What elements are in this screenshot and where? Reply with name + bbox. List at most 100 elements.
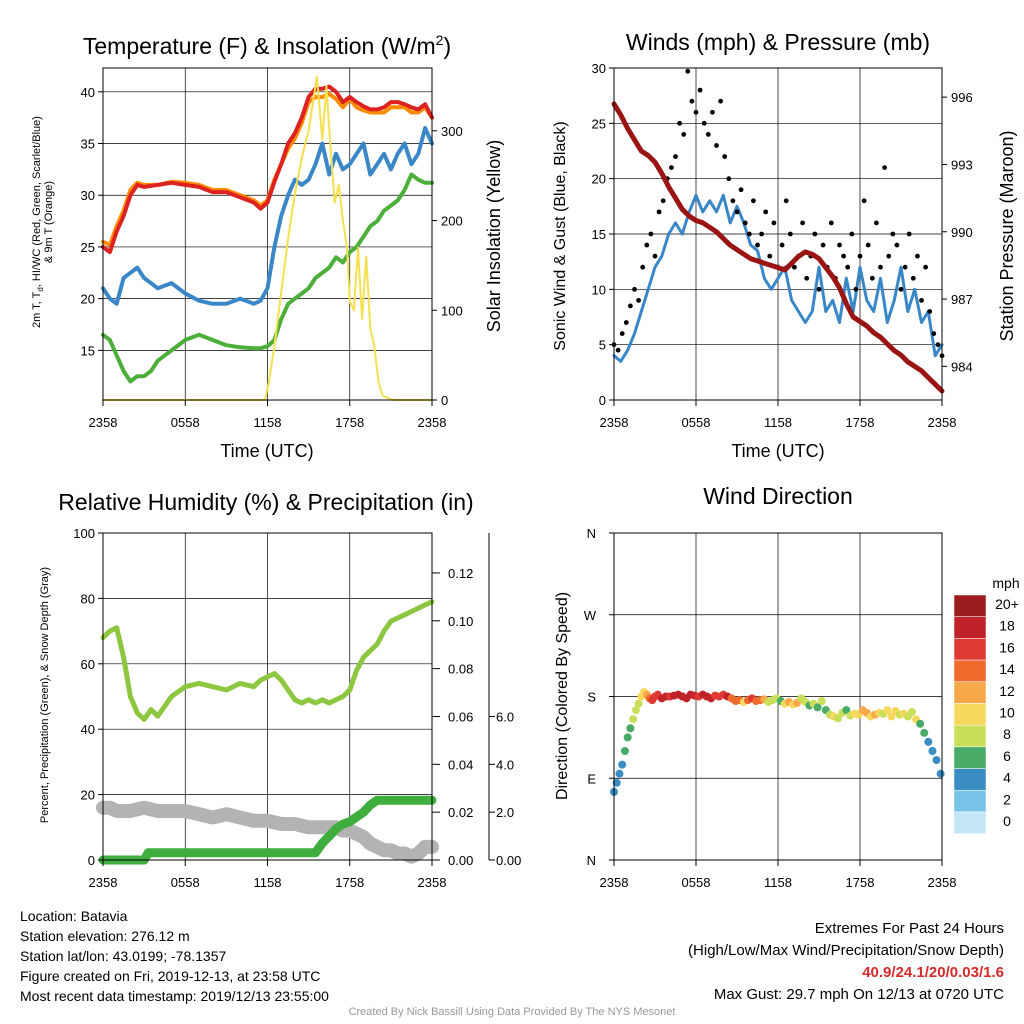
y2-tick-label: 0 <box>441 393 448 408</box>
x-tick-label: 0558 <box>171 875 200 890</box>
y2-tick-label: 993 <box>951 157 973 172</box>
gust-point <box>742 220 748 226</box>
y-tick-label: 15 <box>592 227 606 242</box>
gust-point <box>812 231 818 237</box>
gust-point <box>660 198 666 204</box>
gust-point <box>701 120 707 126</box>
speed-legend: mph 20+ 18 16 14 12 10 8 6 4 2 0 <box>953 575 1020 834</box>
gust-point <box>615 347 621 353</box>
legend-swatch <box>953 703 987 726</box>
recent-text: Most recent data timestamp: 2019/12/13 2… <box>20 988 329 1004</box>
precip-tick-label: 0.10 <box>448 614 473 629</box>
legend-swatch <box>953 790 987 813</box>
gust-point <box>718 98 723 104</box>
extremes-values: 40.9/24.1/20/0.03/1.6 <box>862 964 1004 981</box>
direction-point <box>634 699 643 708</box>
x-tick-label: 1158 <box>764 875 792 890</box>
legend-label: 12 <box>999 683 1015 699</box>
gust-point <box>636 298 641 303</box>
plot-frame <box>102 532 433 861</box>
winds-panel: Winds (mph) & Pressure (mb) 2358 0558 1158… <box>552 29 1017 461</box>
direction-point <box>883 706 892 715</box>
gust-point <box>685 68 691 74</box>
gust-point <box>751 198 756 204</box>
gust-point <box>783 198 789 204</box>
gust-point <box>767 253 773 259</box>
gust-point <box>779 242 785 248</box>
snow-tick-label: 6.0 <box>496 709 514 724</box>
direction-point <box>928 747 937 755</box>
y-tick-label: 35 <box>81 137 95 152</box>
direction-ylabel: Direction (Colored By Speed) <box>554 592 571 800</box>
gust-point <box>755 242 760 248</box>
snow-tick-label: 2.0 <box>496 805 514 820</box>
gust-point <box>693 109 699 115</box>
x-tick-label: 1758 <box>846 875 875 890</box>
legend-label: 10 <box>999 705 1015 721</box>
pressure-ylabel: Station Pressure (Maroon) <box>997 130 1017 341</box>
gust-point <box>886 253 892 259</box>
direction-point <box>629 715 638 724</box>
direction-point <box>907 707 916 716</box>
legend-swatch <box>953 659 987 683</box>
direction-tick-label: E <box>587 771 596 786</box>
gust-point <box>878 264 883 270</box>
direction-point <box>618 760 627 769</box>
legend-label: 0 <box>1003 813 1011 829</box>
x-tick-label: 2358 <box>89 415 118 430</box>
direction-point <box>623 733 632 742</box>
humidity-series <box>96 599 439 865</box>
gust-point <box>841 253 846 259</box>
y-tick-label: 40 <box>81 85 95 100</box>
y-tick-label: 25 <box>592 116 606 131</box>
legend-label: 14 <box>999 661 1015 677</box>
y2-tick-label: 990 <box>951 225 973 240</box>
legend-label: 16 <box>999 639 1015 655</box>
y-tick-label: 10 <box>592 282 606 297</box>
gust-point <box>640 264 646 270</box>
direction-point <box>813 703 822 712</box>
direction-tick-label: S <box>587 690 596 705</box>
gust-point <box>906 231 912 237</box>
gust-point <box>632 286 637 292</box>
precip-tick-label: 0.06 <box>448 709 473 724</box>
y2-tick-label: 984 <box>951 359 973 374</box>
y-tick-label: 20 <box>81 292 95 307</box>
direction-point <box>924 737 933 746</box>
x-tick-label: 1758 <box>846 415 875 430</box>
direction-point <box>615 769 624 778</box>
precip-tick-label: 0.04 <box>448 757 473 772</box>
x-tick-label: 2358 <box>600 415 629 430</box>
gust-point <box>763 209 769 215</box>
legend-swatch <box>953 638 987 661</box>
humidity-axes: 2358 0558 1158 1758 2358 0 20 40 60 80 100 0.00 0.02… <box>73 526 521 890</box>
precip-line <box>98 795 437 865</box>
gust-point <box>648 231 654 237</box>
elevation-text: Station elevation: 276.12 m <box>20 928 190 944</box>
gust-point <box>726 176 732 182</box>
winds-axes: 2358 0558 1158 1758 2358 0 5 10 15 20 25 30 984 987 99… <box>592 61 973 430</box>
extremes-info: Extremes For Past 24 Hours (High/Low/Max… <box>688 918 1004 1006</box>
gust-point <box>927 309 933 314</box>
direction-axes: 2358 0558 1158 1758 2358 N E S W N <box>584 526 957 890</box>
gust-point <box>874 220 879 226</box>
temperature-ylabel-line2: & 9m T (Orange) <box>43 181 55 263</box>
insolation-line <box>102 76 433 401</box>
y-tick-label: 15 <box>81 343 95 358</box>
gust-point <box>619 331 625 336</box>
direction-tick-label: W <box>584 608 597 623</box>
direction-point <box>932 756 941 765</box>
precip-tick-label: 0.08 <box>448 662 473 677</box>
gust-point <box>853 286 859 292</box>
precip-tick-label: 0.00 <box>448 853 473 868</box>
direction-point <box>631 706 640 715</box>
legend-label: 18 <box>999 618 1015 634</box>
gust-point <box>919 298 924 303</box>
gust-point <box>746 231 752 237</box>
legend-label: 20+ <box>995 596 1019 612</box>
winds-series <box>611 68 945 394</box>
gust-point <box>910 275 916 281</box>
temperature-axes: 2358 0558 1158 1758 2358 15 20 25 30 35 40 0 100 200 3… <box>81 67 463 430</box>
gust-point <box>652 253 658 259</box>
gust-point <box>800 220 805 226</box>
